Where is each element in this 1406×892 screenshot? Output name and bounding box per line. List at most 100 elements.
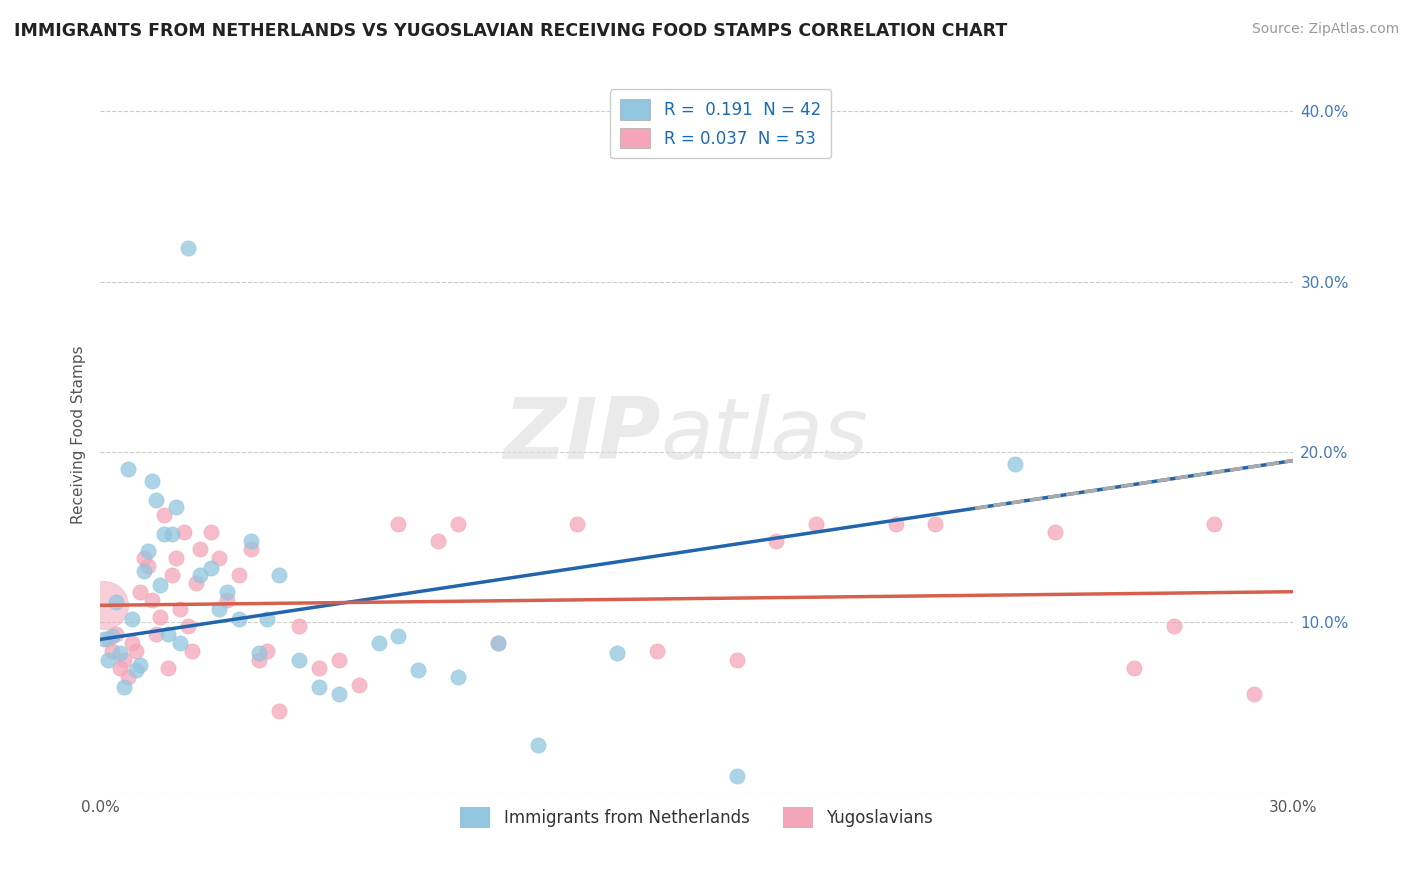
Point [269, 704, 291, 718]
Point [152, 526, 174, 541]
Point [200, 525, 222, 540]
Point [256, 644, 278, 658]
Point [387, 516, 409, 531]
Point [97, 653, 120, 667]
Point [121, 612, 143, 626]
Point [169, 636, 191, 650]
Point [240, 533, 263, 548]
Point [132, 550, 155, 565]
Point [1004, 457, 1026, 471]
Point [308, 661, 330, 675]
Point [408, 663, 430, 677]
Point [288, 653, 311, 667]
Point [165, 500, 187, 514]
Point [101, 629, 124, 643]
Point [804, 516, 827, 531]
Point [117, 670, 139, 684]
Point [217, 584, 239, 599]
Point [208, 601, 231, 615]
Point [486, 636, 509, 650]
Point [173, 525, 195, 540]
Point [112, 653, 135, 667]
Legend: Immigrants from Netherlands, Yugoslavians: Immigrants from Netherlands, Yugoslavian… [454, 801, 939, 834]
Point [347, 678, 370, 692]
Point [247, 653, 270, 667]
Point [208, 550, 231, 565]
Point [145, 492, 167, 507]
Point [765, 533, 787, 548]
Point [387, 629, 409, 643]
Point [121, 636, 143, 650]
Point [145, 627, 167, 641]
Point [447, 670, 470, 684]
Point [486, 636, 509, 650]
Point [176, 619, 198, 633]
Point [141, 474, 163, 488]
Point [240, 542, 263, 557]
Point [156, 661, 179, 675]
Point [93, 632, 115, 647]
Point [101, 644, 124, 658]
Point [228, 567, 250, 582]
Point [200, 561, 222, 575]
Point [247, 646, 270, 660]
Point [132, 564, 155, 578]
Point [606, 646, 628, 660]
Point [176, 241, 198, 255]
Point [125, 663, 148, 677]
Point [129, 584, 152, 599]
Point [160, 567, 183, 582]
Point [136, 559, 159, 574]
Point [149, 578, 172, 592]
Point [217, 593, 239, 607]
Point [152, 508, 174, 522]
Point [93, 599, 115, 613]
Point [125, 644, 148, 658]
Point [427, 533, 450, 548]
Y-axis label: Receiving Food Stamps: Receiving Food Stamps [72, 346, 86, 524]
Point [645, 644, 668, 658]
Point [526, 738, 548, 752]
Point [136, 544, 159, 558]
Point [725, 769, 748, 783]
Text: IMMIGRANTS FROM NETHERLANDS VS YUGOSLAVIAN RECEIVING FOOD STAMPS CORRELATION CHA: IMMIGRANTS FROM NETHERLANDS VS YUGOSLAVI… [14, 22, 1007, 40]
Point [117, 462, 139, 476]
Point [1163, 619, 1185, 633]
Point [105, 595, 128, 609]
Point [169, 601, 191, 615]
Point [156, 627, 179, 641]
Point [180, 644, 202, 658]
Point [308, 680, 330, 694]
Point [725, 653, 748, 667]
Point [447, 516, 470, 531]
Point [129, 657, 152, 672]
Point [141, 593, 163, 607]
Point [149, 610, 172, 624]
Point [256, 612, 278, 626]
Point [184, 576, 207, 591]
Point [567, 516, 589, 531]
Point [160, 526, 183, 541]
Text: ZIP: ZIP [503, 393, 661, 476]
Point [367, 636, 389, 650]
Point [328, 653, 350, 667]
Point [1123, 661, 1146, 675]
Point [165, 550, 187, 565]
Point [108, 661, 131, 675]
Point [228, 612, 250, 626]
Text: atlas: atlas [661, 393, 869, 476]
Point [924, 516, 946, 531]
Point [1043, 525, 1066, 540]
Point [1202, 516, 1225, 531]
Point [328, 687, 350, 701]
Point [188, 542, 211, 557]
Point [884, 516, 907, 531]
Point [288, 619, 311, 633]
Text: Source: ZipAtlas.com: Source: ZipAtlas.com [1251, 22, 1399, 37]
Point [108, 646, 131, 660]
Point [188, 567, 211, 582]
Point [1243, 687, 1265, 701]
Point [112, 680, 135, 694]
Point [269, 567, 291, 582]
Point [105, 627, 128, 641]
